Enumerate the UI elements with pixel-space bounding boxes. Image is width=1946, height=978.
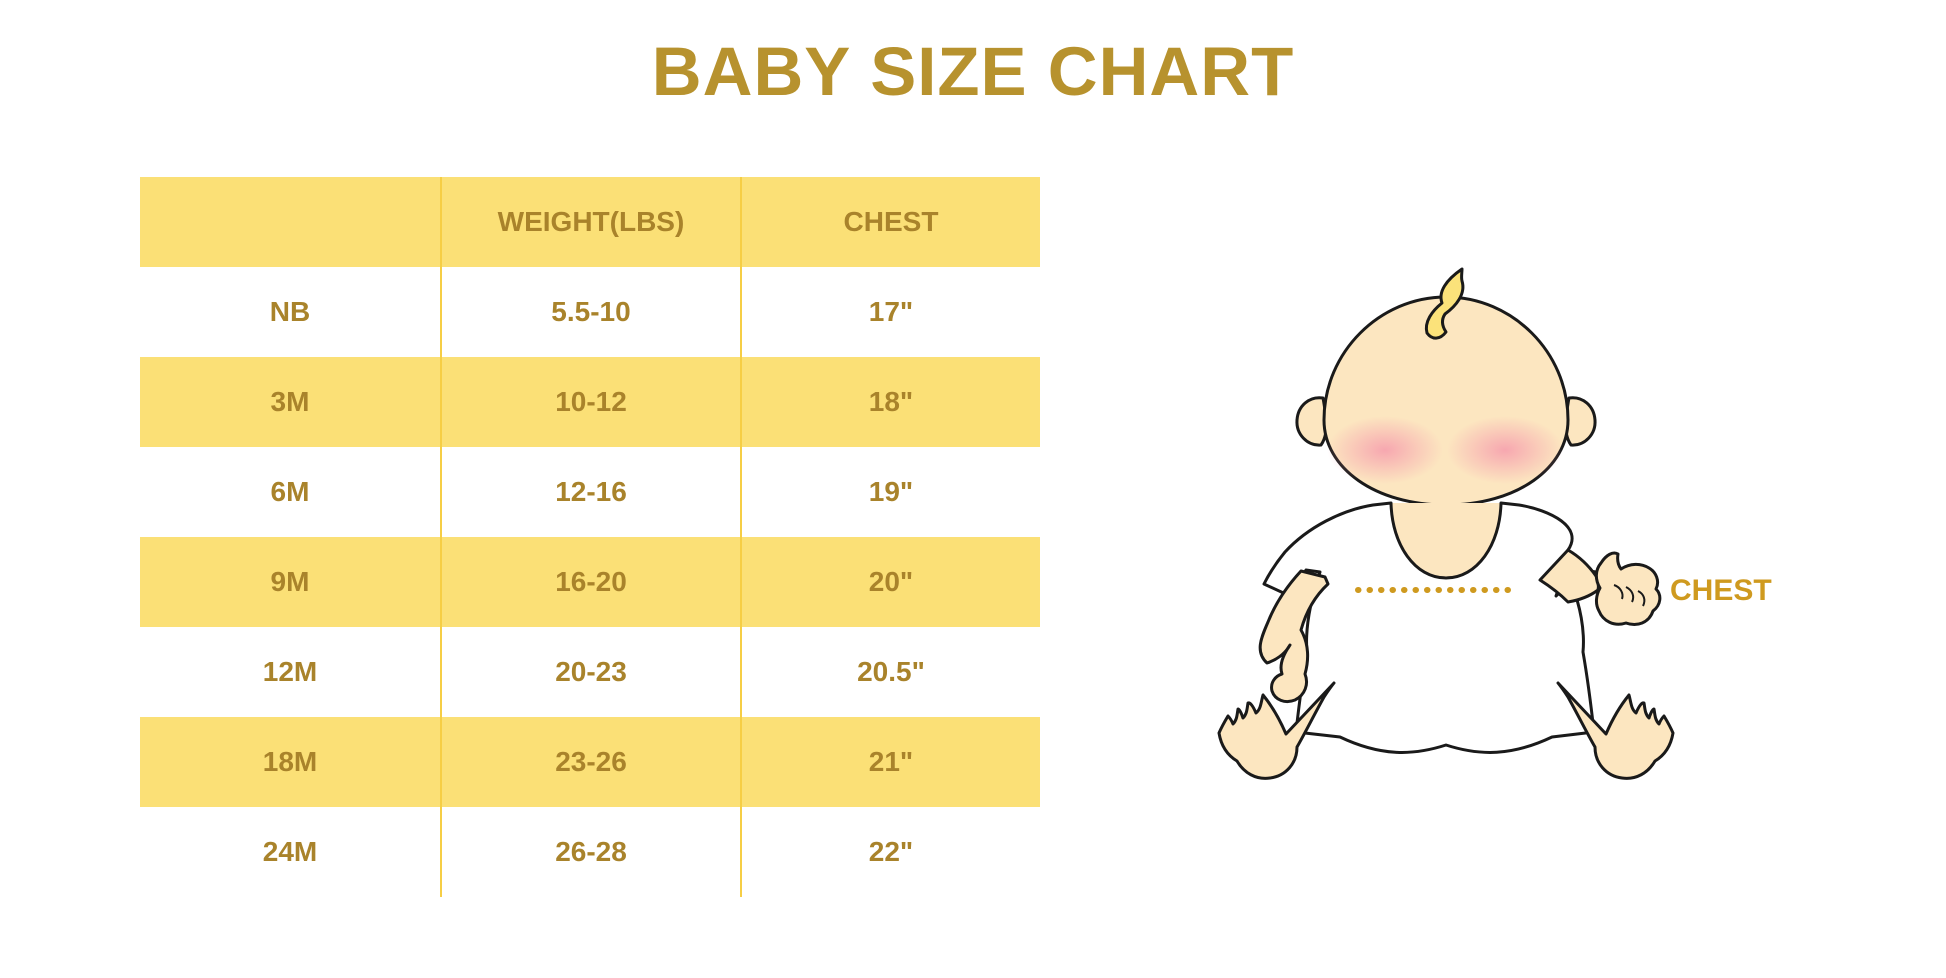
svg-text:CHEST: CHEST [1670,574,1772,607]
